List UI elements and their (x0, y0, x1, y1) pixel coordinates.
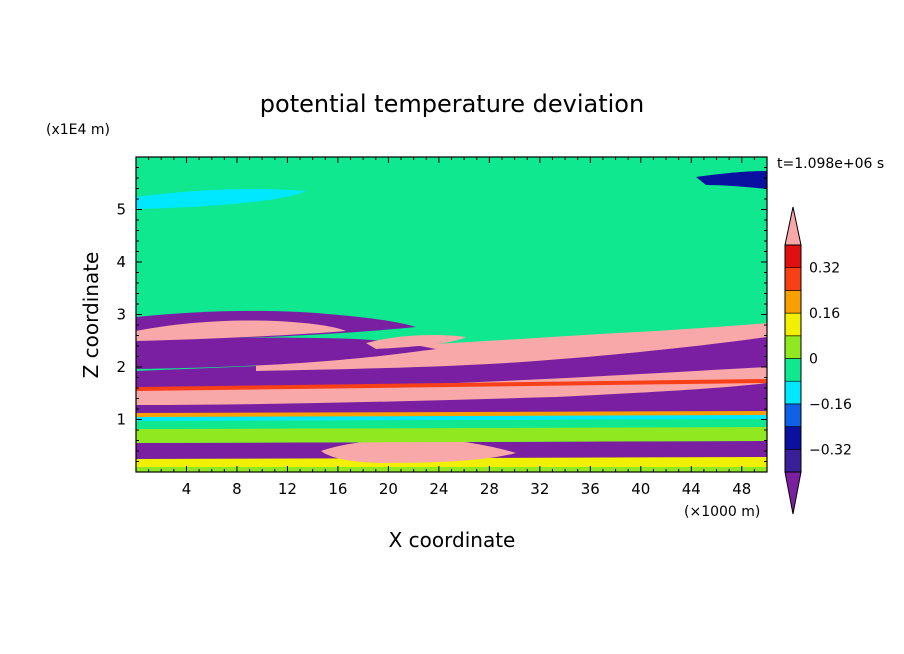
contour-region (136, 515, 767, 529)
contour-region (676, 555, 746, 575)
contour-region (326, 522, 386, 533)
contour-region (136, 499, 767, 521)
contour-region (336, 552, 396, 576)
contour-region (481, 562, 651, 619)
contour-region (226, 349, 336, 365)
colorbar: 0.32 0.16 0 −0.16 −0.32 (784, 206, 852, 515)
colorbar-segment (784, 380, 802, 405)
contour-region (246, 563, 316, 606)
plot-area (136, 157, 767, 629)
colorbar-segment (784, 403, 802, 427)
y-axis-label: Z coordinate (79, 252, 103, 379)
contour-region (321, 438, 516, 463)
colorbar-tick-label: −0.32 (809, 442, 852, 458)
x-tick-label: 24 (429, 480, 448, 498)
x-tick-label: 4 (182, 480, 192, 498)
colorbar-tick-label: 0 (809, 352, 818, 368)
y-tick-label: 2 (116, 358, 126, 376)
colorbar-tick-label: −0.16 (809, 397, 852, 413)
time-label: t=1.098e+06 s (777, 156, 884, 172)
contour-region (136, 419, 767, 429)
y-tick-label: 3 (116, 306, 126, 324)
chart-title: potential temperature deviation (260, 90, 644, 118)
x-tick-label: 40 (631, 480, 650, 498)
colorbar-tick-label: 0.16 (809, 306, 840, 322)
y-tick-label: 1 (116, 411, 126, 429)
colorbar-segment (784, 335, 802, 359)
y-unit-label: (x1E4 m) (46, 122, 110, 138)
contour-region (136, 582, 246, 629)
contour-region (366, 335, 466, 349)
x-tick-label: 28 (480, 480, 499, 498)
contour-region (136, 320, 346, 341)
contour-region (696, 171, 767, 189)
contour-region (696, 539, 736, 555)
colorbar-segment (784, 244, 802, 269)
x-tick-label: 36 (581, 480, 600, 498)
colorbar-segment (784, 312, 802, 337)
y-axis: 1 2 3 4 5 (116, 167, 767, 462)
contour-region (136, 379, 767, 391)
contour-region (136, 427, 767, 443)
x-axis: 4 8 12 16 20 24 28 32 36 40 44 48 (148, 157, 755, 498)
contour-region (516, 571, 596, 599)
colorbar-segment (784, 290, 802, 314)
colorbar-extend-high (784, 206, 802, 246)
colorbar-tick-label: 0.32 (809, 261, 840, 277)
contour-region (456, 549, 696, 629)
contour-region (136, 457, 767, 467)
contour-region (136, 189, 306, 209)
x-tick-label: 32 (530, 480, 549, 498)
y-tick-label: 4 (116, 253, 126, 271)
colorbar-segment (784, 448, 802, 473)
contour-region (136, 600, 336, 629)
colorbar-frame (784, 244, 802, 473)
x-tick-label: 20 (379, 480, 398, 498)
x-tick-label: 12 (278, 480, 297, 498)
contour-field (136, 157, 767, 629)
x-axis-label: X coordinate (389, 528, 516, 552)
y-tick-label: 5 (116, 201, 126, 219)
contour-region (261, 575, 298, 595)
x-tick-label: 16 (328, 480, 347, 498)
contour-region (376, 609, 423, 629)
colorbar-segment (784, 358, 802, 382)
colorbar-segment (784, 267, 802, 291)
x-tick-label: 44 (682, 480, 701, 498)
colorbar-segment (784, 426, 802, 450)
contour-region (256, 323, 767, 371)
x-tick-label: 8 (232, 480, 242, 498)
contour-region (136, 157, 767, 180)
contour-region (136, 411, 767, 417)
contour-region (136, 556, 236, 579)
colorbar-extend-low (784, 471, 802, 515)
contour-region (671, 556, 688, 564)
x-tick-label: 48 (732, 480, 751, 498)
x-unit-label: (×1000 m) (684, 504, 760, 520)
